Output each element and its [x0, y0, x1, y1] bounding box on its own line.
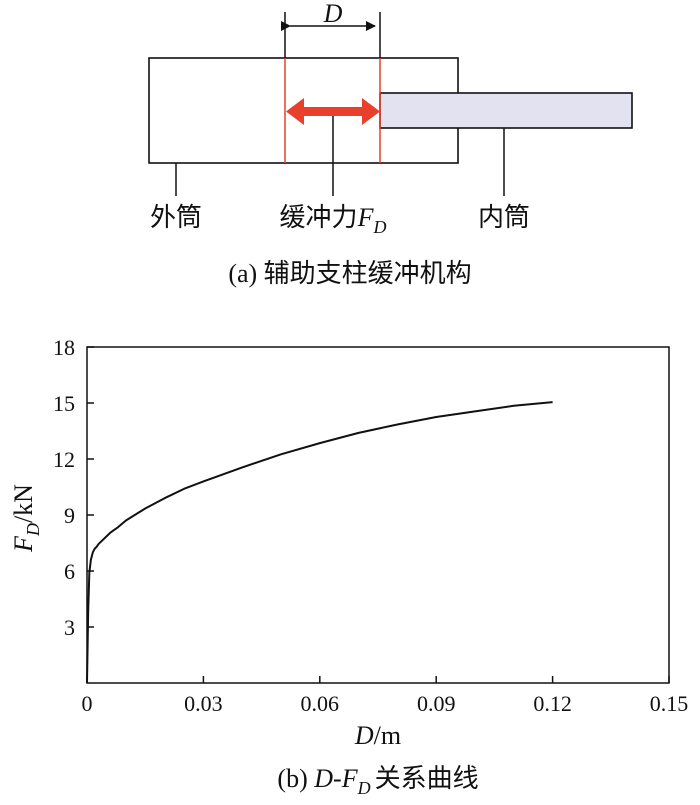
y-tick-label: 3	[64, 615, 75, 640]
x-tick-label: 0.09	[417, 691, 456, 716]
series-group	[86, 401, 553, 684]
label-buffer-force: 缓冲力FD	[280, 203, 387, 237]
plot-frame	[86, 346, 670, 684]
y-tick-label: 9	[64, 503, 75, 528]
x-tick-label: 0.06	[301, 691, 340, 716]
axis-ticks: 0 0.03 0.06 0.09 0.12 0.15 3 6 9 12 15 18	[53, 335, 688, 716]
chart: 0 0.03 0.06 0.09 0.12 0.15 3 6 9 12 15 18 FD/kN D/m…	[9, 335, 688, 798]
x-axis-label: D/m	[354, 721, 401, 750]
label-outer-tube: 外筒	[150, 203, 202, 232]
caption-a: (a) 辅助支柱缓冲机构	[228, 259, 471, 288]
caption-b: (b) D-FD 关系曲线	[277, 764, 478, 798]
y-axis-label: FD/kN	[9, 484, 43, 553]
y-tick-label: 18	[53, 335, 75, 360]
x-tick-label: 0.15	[650, 691, 689, 716]
inner-tube	[379, 92, 633, 129]
label-inner-tube: 内筒	[478, 203, 530, 232]
x-tick-label: 0.03	[184, 691, 223, 716]
mechanism-diagram: D 外筒 缓冲力FD 内筒 (a) 辅助支柱缓冲机构	[148, 0, 633, 288]
series-line	[86, 401, 553, 684]
y-tick-label: 15	[53, 391, 75, 416]
x-tick-label: 0	[82, 691, 93, 716]
dimension-label: D	[323, 0, 343, 28]
x-tick-label: 0.12	[533, 691, 572, 716]
y-tick-label: 12	[53, 447, 75, 472]
buffer-force-arrow	[286, 98, 380, 125]
y-tick-label: 6	[64, 559, 75, 584]
